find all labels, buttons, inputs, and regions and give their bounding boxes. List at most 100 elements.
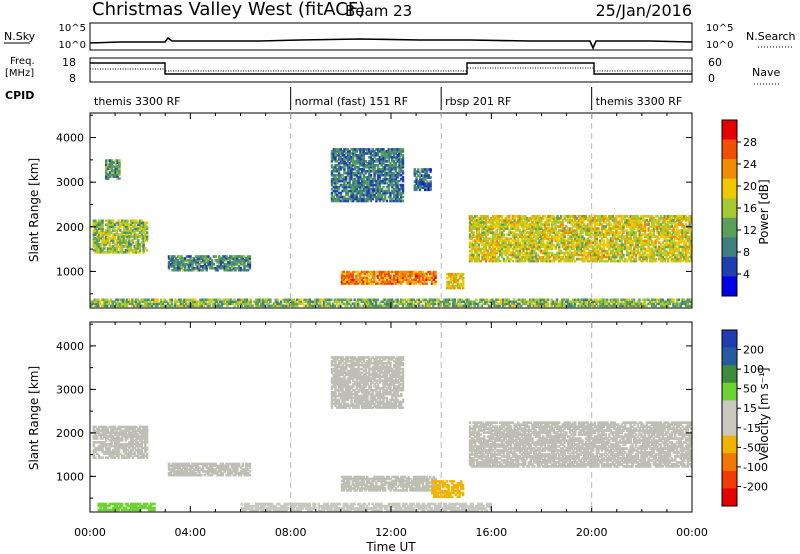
heatmap-cell xyxy=(396,270,399,274)
heatmap-cell xyxy=(345,162,348,165)
heatmap-cell xyxy=(108,241,111,244)
heatmap-cell xyxy=(198,268,201,272)
heatmap-cell xyxy=(412,280,416,283)
heatmap-cell xyxy=(92,241,95,244)
heatmap-cell xyxy=(509,223,513,226)
heatmap-cell xyxy=(650,235,654,238)
heatmap-cell xyxy=(633,235,636,238)
heatmap-cell xyxy=(398,199,401,203)
heatmap-cell xyxy=(474,217,477,220)
heatmap-cell xyxy=(394,270,398,274)
heatmap-cell xyxy=(215,298,218,302)
heatmap-cell xyxy=(634,233,638,236)
heatmap-cell xyxy=(502,229,506,232)
heatmap-cell xyxy=(128,241,131,244)
heatmap-cell xyxy=(473,300,476,304)
heatmap-cell xyxy=(624,259,627,263)
heatmap-cell xyxy=(376,169,380,173)
heatmap-cell xyxy=(488,259,491,263)
heatmap-cell xyxy=(336,187,339,191)
heatmap-cell xyxy=(256,302,259,306)
heatmap-cell xyxy=(382,185,385,189)
heatmap-cell xyxy=(355,276,358,279)
heatmap-cell xyxy=(201,298,204,302)
heatmap-cell xyxy=(434,282,437,285)
heatmap-cell xyxy=(617,249,620,253)
heatmap-cell xyxy=(590,231,593,234)
heatmap-cell xyxy=(497,217,500,220)
heatmap-cell xyxy=(389,302,392,306)
heatmap-cell xyxy=(642,233,645,236)
heatmap-cell xyxy=(202,300,206,304)
heatmap-cell xyxy=(472,245,475,249)
heatmap-cell xyxy=(421,278,425,281)
heatmap-cell xyxy=(359,156,362,159)
heatmap-cell xyxy=(254,302,258,306)
heatmap-cell xyxy=(396,187,399,191)
heatmap-cell xyxy=(633,245,636,249)
heatmap-cell xyxy=(369,282,372,285)
heatmap-cell xyxy=(265,302,268,306)
heatmap-cell xyxy=(343,195,346,199)
heatmap-cell xyxy=(643,227,647,230)
heatmap-cell xyxy=(231,302,234,306)
heatmap-cell xyxy=(470,247,473,251)
heatmap-cell xyxy=(529,235,532,238)
heatmap-cell xyxy=(121,241,124,244)
heatmap-cell xyxy=(91,302,95,306)
heatmap-cell xyxy=(575,247,579,251)
heatmap-cell xyxy=(127,300,130,304)
heatmap-cell xyxy=(376,274,380,278)
heatmap-cell xyxy=(620,239,623,243)
heatmap-cell xyxy=(609,257,613,261)
heatmap-cell xyxy=(568,245,572,249)
heatmap-cell xyxy=(631,243,634,247)
heatmap-cell xyxy=(608,229,611,232)
heatmap-cell xyxy=(346,152,350,155)
heatmap-cell xyxy=(658,255,661,259)
heatmap-cell xyxy=(545,221,548,224)
heatmap-cell xyxy=(527,243,531,247)
heatmap-cell xyxy=(212,263,216,266)
heatmap-cell xyxy=(229,302,233,306)
heatmap-cell xyxy=(183,304,186,308)
heatmap-cell xyxy=(674,245,677,249)
heatmap-cell xyxy=(599,257,602,261)
heatmap-cell xyxy=(558,245,561,249)
heatmap-cell xyxy=(509,237,513,240)
heatmap-cell xyxy=(389,282,392,285)
heatmap-cell xyxy=(108,161,112,164)
heatmap-cell xyxy=(620,227,623,230)
heatmap-cell xyxy=(625,239,629,243)
heatmap-cell xyxy=(361,171,364,175)
heatmap-cell xyxy=(606,219,609,222)
heatmap-cell xyxy=(638,235,641,238)
heatmap-cell xyxy=(593,259,597,263)
heatmap-cell xyxy=(121,231,124,234)
heatmap-cell xyxy=(346,270,349,274)
heatmap-cell xyxy=(636,227,639,230)
heatmap-cell xyxy=(643,249,647,253)
heatmap-cell xyxy=(418,184,422,187)
heatmap-cell xyxy=(543,215,547,218)
heatmap-cell xyxy=(493,217,497,220)
heatmap-cell xyxy=(670,253,673,257)
heatmap-cell xyxy=(622,215,625,218)
heatmap-cell xyxy=(668,239,672,243)
heatmap-cell xyxy=(515,235,518,238)
heatmap-cell xyxy=(542,229,545,232)
heatmap-cell xyxy=(373,272,376,276)
heatmap-cell xyxy=(126,241,129,244)
heatmap-cell xyxy=(563,231,566,234)
heatmap-cell xyxy=(121,223,124,226)
heatmap-cell xyxy=(105,243,108,246)
heatmap-cell xyxy=(592,245,595,249)
heatmap-cell xyxy=(382,191,385,195)
heatmap-cell xyxy=(112,161,116,164)
heatmap-cell xyxy=(518,247,522,251)
heatmap-cell xyxy=(675,217,679,220)
heatmap-cell xyxy=(324,300,328,304)
heatmap-cell xyxy=(536,227,539,230)
heatmap-cell xyxy=(538,229,541,232)
heatmap-cell xyxy=(136,298,139,302)
